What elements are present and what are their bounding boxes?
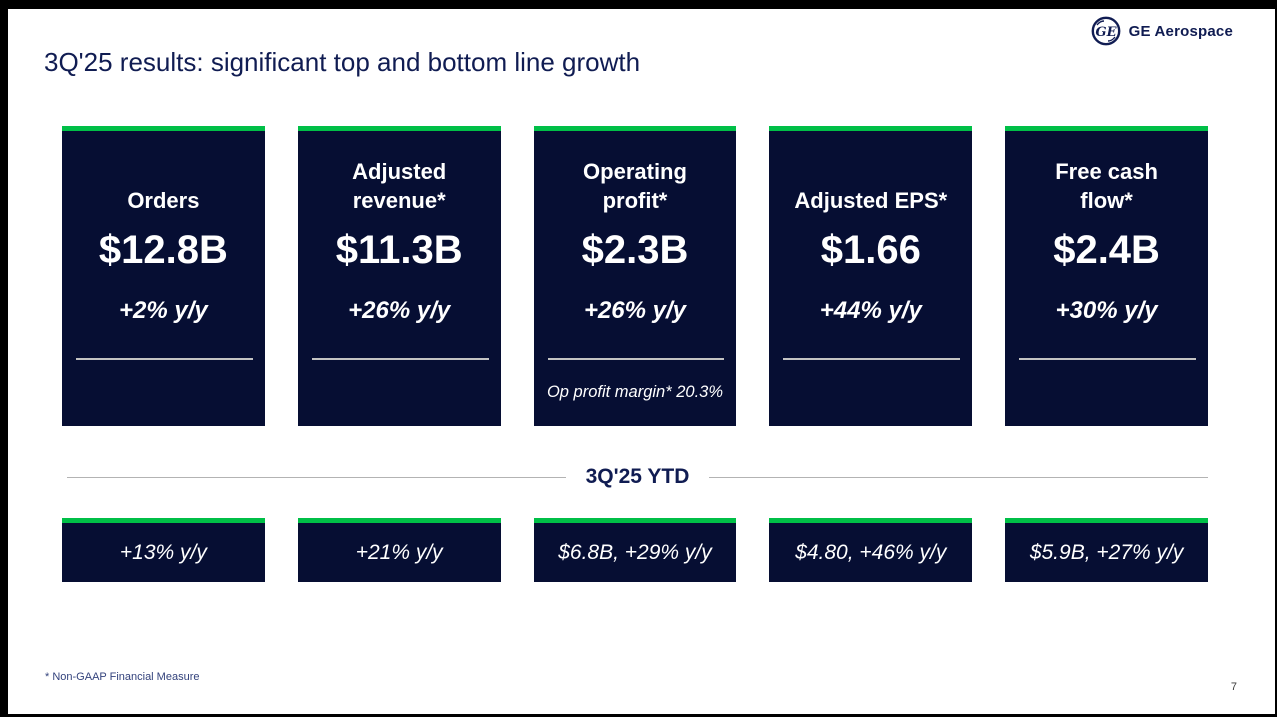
ytd-section-divider: 3Q'25 YTD — [67, 464, 1209, 490]
metric-delta: +26% y/y — [348, 297, 451, 324]
ytd-card-operating-profit: $6.8B, +29% y/y — [533, 518, 737, 582]
brand-name: GE Aerospace — [1128, 22, 1233, 40]
ytd-card-orders: +13% y/y — [62, 518, 265, 582]
metric-cards-row: Orders $12.8B +2% y/y Adjusted revenue* … — [62, 126, 1208, 426]
metric-value: $1.66 — [820, 228, 921, 272]
metric-card-adjusted-eps: Adjusted EPS* $1.66 +44% y/y — [769, 126, 973, 426]
card-divider-line — [547, 358, 725, 360]
metric-delta: +2% y/y — [119, 297, 208, 324]
metric-subnote: Op profit margin* 20.3% — [546, 383, 724, 401]
page-title: 3Q'25 results: significant top and botto… — [44, 47, 641, 77]
metric-card-operating-profit: Operating profit* $2.3B +26% y/y Op prof… — [533, 126, 737, 426]
non-gaap-footnote: * Non-GAAP Financial Measure — [45, 671, 200, 683]
metric-value: $12.8B — [98, 228, 228, 272]
ytd-section-label: 3Q'25 YTD — [585, 465, 690, 488]
metric-card-orders: Orders $12.8B +2% y/y — [62, 126, 265, 426]
divider-rule-left — [67, 476, 566, 478]
card-divider-line — [783, 358, 961, 360]
metric-title: Free cash flow* — [1055, 159, 1158, 213]
ytd-card-adjusted-eps: $4.80, +46% y/y — [769, 518, 973, 582]
svg-text:GE: GE — [1095, 25, 1117, 40]
metric-title: Operating profit* — [583, 159, 687, 213]
metric-title: Adjusted EPS* — [794, 188, 948, 213]
page-number: 7 — [1230, 681, 1237, 693]
metric-delta: +44% y/y — [819, 297, 922, 324]
brand-header: GE GE Aerospace — [1091, 16, 1233, 46]
card-divider-line — [76, 358, 253, 360]
ge-monogram-icon: GE — [1091, 16, 1121, 46]
ytd-cards-row: +13% y/y +21% y/y $6.8B, +29% y/y $4.80,… — [62, 518, 1208, 582]
metric-title: Orders — [127, 188, 200, 213]
card-divider-line — [1019, 358, 1196, 360]
metric-value: $2.3B — [581, 228, 689, 272]
metric-delta: +30% y/y — [1055, 297, 1158, 324]
metric-card-adjusted-revenue: Adjusted revenue* $11.3B +26% y/y — [297, 126, 501, 426]
divider-rule-right — [709, 476, 1209, 478]
metric-value: $11.3B — [335, 228, 463, 272]
metric-card-free-cash-flow: Free cash flow* $2.4B +30% y/y — [1005, 126, 1208, 426]
ytd-card-adjusted-revenue: +21% y/y — [297, 518, 501, 582]
metric-value: $2.4B — [1053, 228, 1160, 272]
ytd-card-free-cash-flow: $5.9B, +27% y/y — [1005, 518, 1208, 582]
metric-delta: +26% y/y — [583, 297, 687, 324]
metric-title: Adjusted revenue* — [352, 159, 447, 213]
card-divider-line — [311, 358, 489, 360]
